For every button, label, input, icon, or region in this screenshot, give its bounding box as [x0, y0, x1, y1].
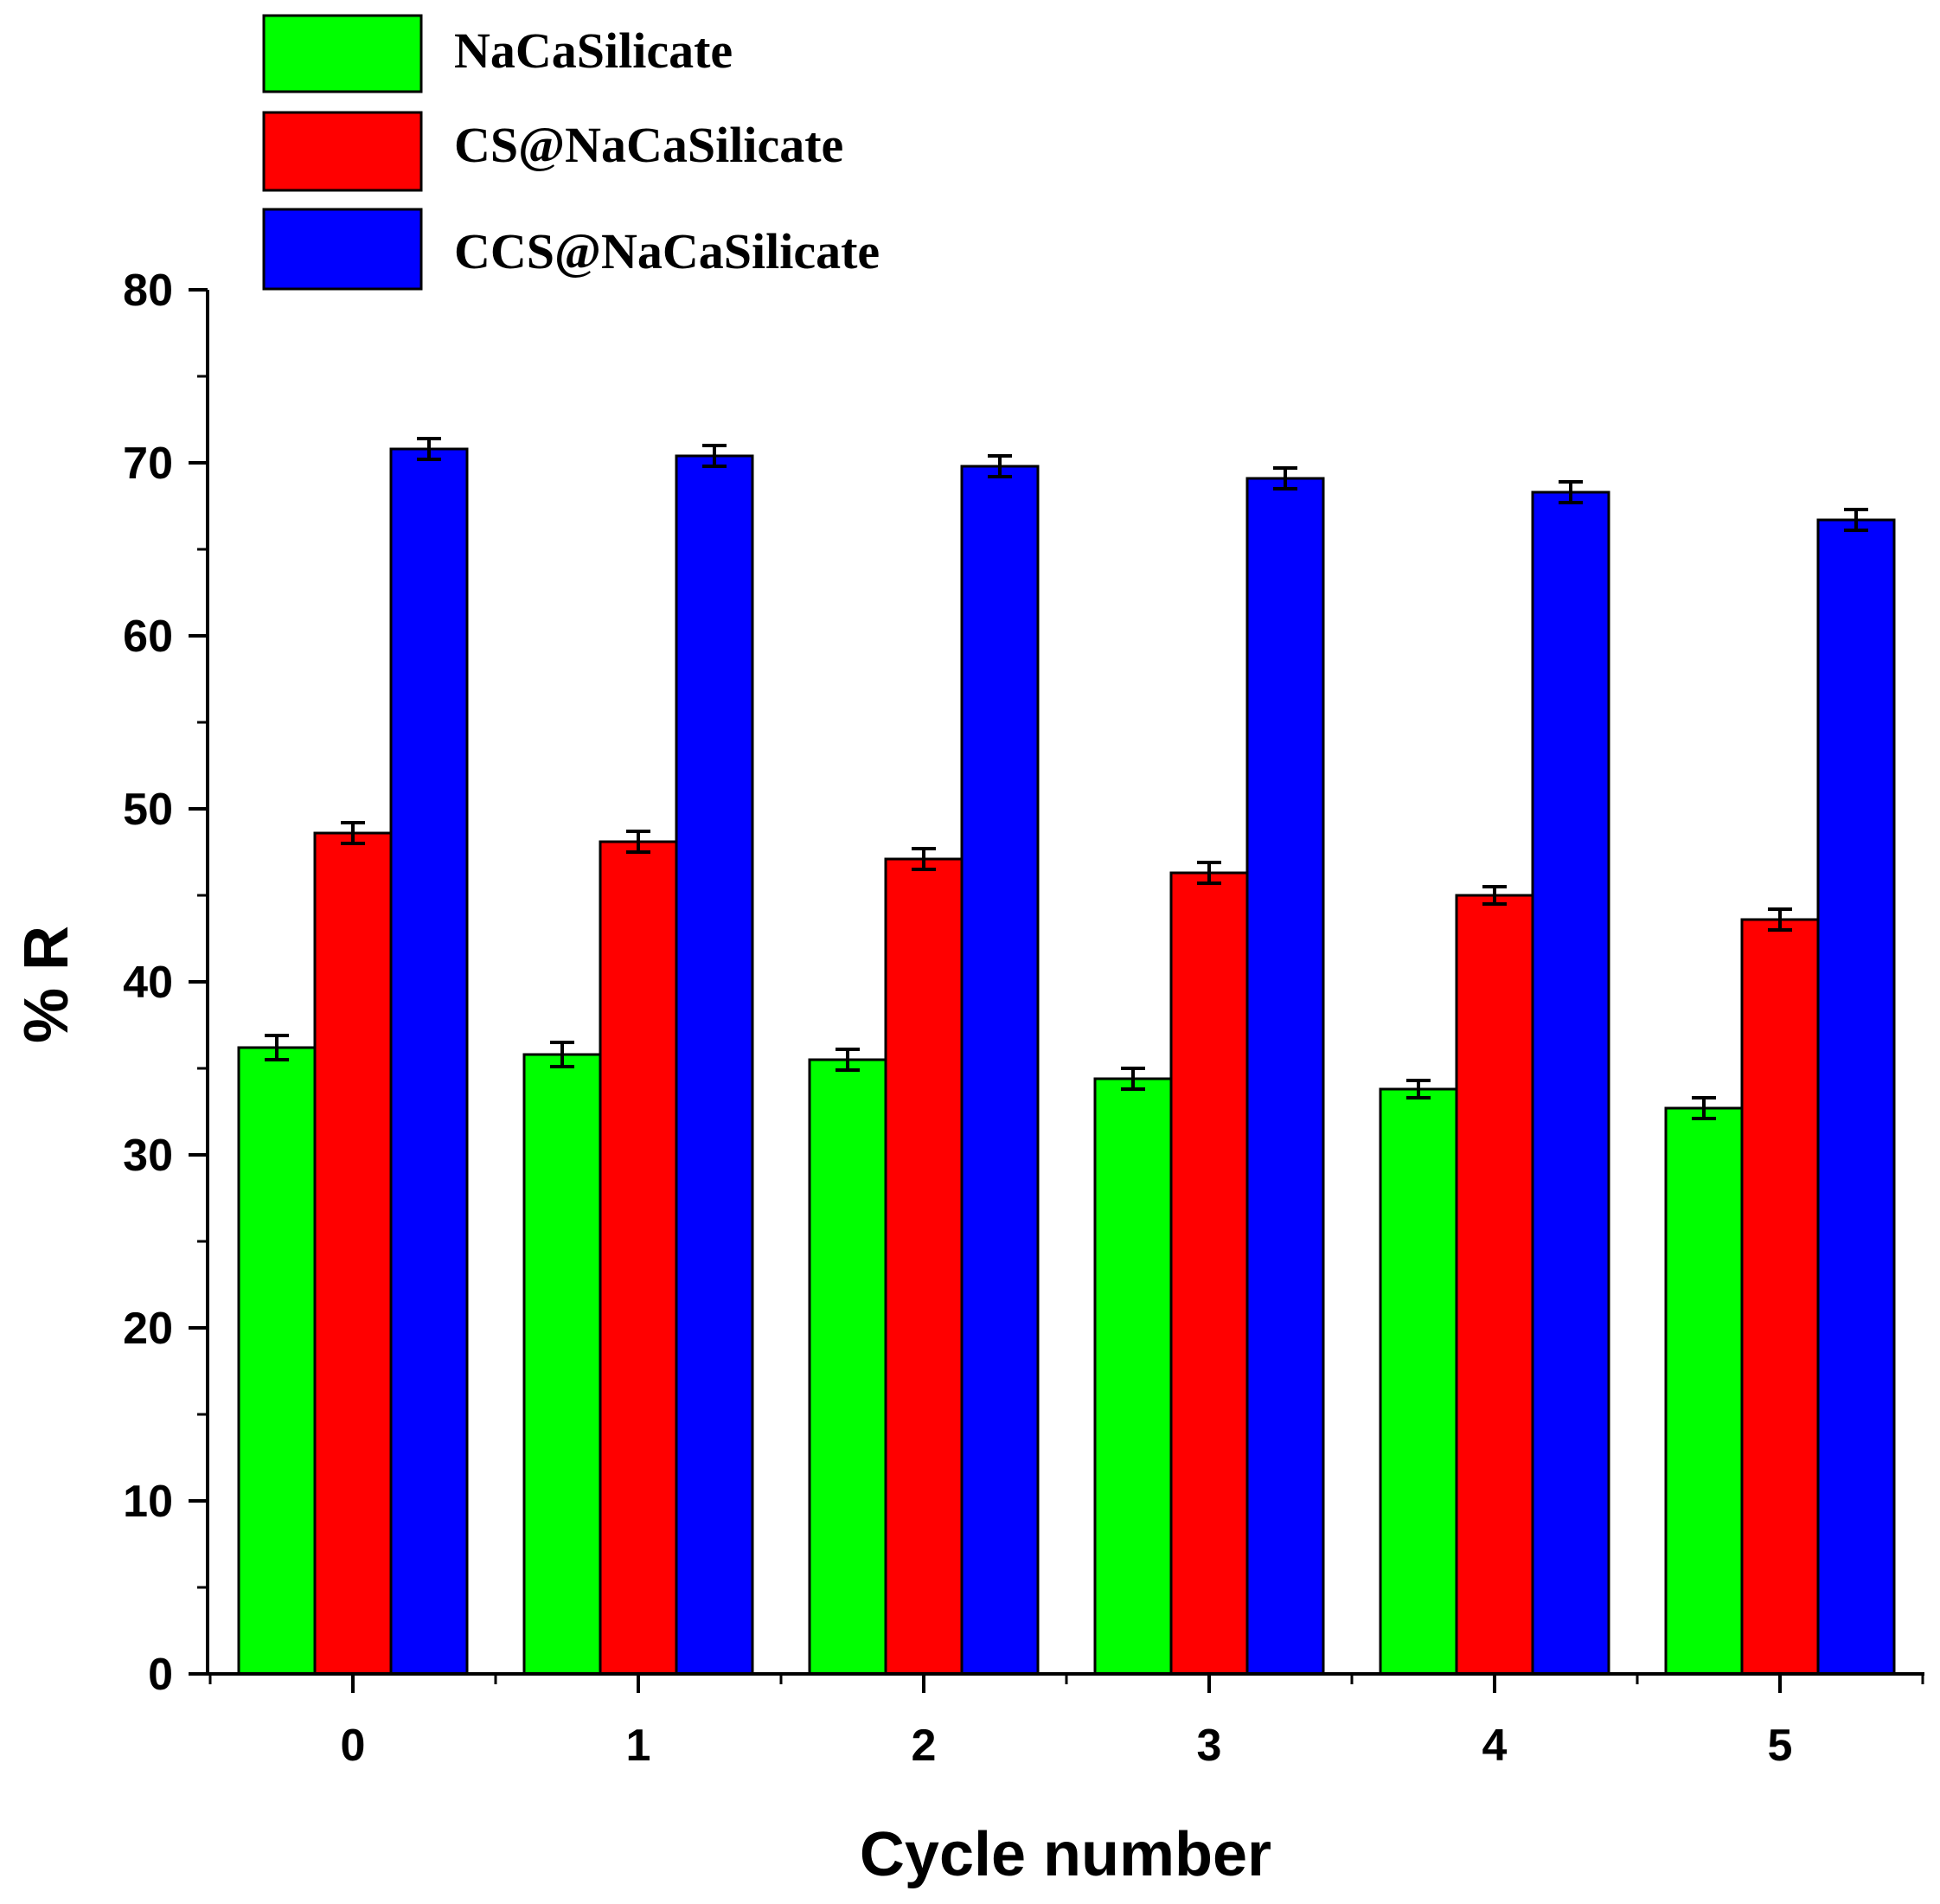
error-bar	[1692, 1096, 1716, 1120]
bar-ccs-nacasilicate-cycle-2	[960, 465, 1040, 1676]
legend-swatch-ccs-nacasilicate	[262, 208, 423, 291]
error-bar	[417, 437, 441, 461]
y-tick-label: 80	[123, 266, 173, 316]
bar-nacasilicate-cycle-1	[522, 1053, 602, 1676]
bar-nacasilicate-cycle-3	[1093, 1077, 1173, 1676]
legend: NaCaSilicate CS@NaCaSilicate CCS@NaCaSilic…	[262, 14, 880, 291]
error-bar	[1482, 885, 1507, 906]
x-tick-label: 3	[1197, 1721, 1222, 1771]
bar-cs-nacasilicate-cycle-5	[1740, 918, 1820, 1676]
bar-ccs-nacasilicate-cycle-0	[389, 447, 469, 1676]
y-tick-label: 50	[123, 785, 173, 835]
error-bar	[626, 830, 650, 854]
x-tick-label: 1	[626, 1721, 651, 1771]
x-axis-title: Cycle number	[860, 1820, 1271, 1889]
error-bar	[836, 1048, 860, 1072]
bar-ccs-nacasilicate-cycle-3	[1245, 477, 1325, 1676]
error-bar	[1273, 466, 1297, 490]
legend-label-nacasilicate: NaCaSilicate	[454, 22, 733, 79]
legend-label-ccs-nacasilicate: CCS@NaCaSilicate	[454, 223, 880, 279]
legend-swatch-nacasilicate	[262, 14, 423, 93]
legend-swatch-cs-nacasilicate	[262, 111, 423, 192]
error-bar	[1197, 861, 1221, 885]
bar-ccs-nacasilicate-cycle-1	[675, 454, 754, 1676]
bar-cs-nacasilicate-cycle-2	[884, 857, 964, 1676]
bar-ccs-nacasilicate-cycle-5	[1816, 518, 1896, 1676]
error-bar	[265, 1034, 289, 1061]
bar-nacasilicate-cycle-5	[1664, 1106, 1744, 1676]
error-bar	[702, 444, 727, 468]
error-bar	[988, 454, 1012, 478]
error-bar	[1559, 480, 1583, 504]
y-axis-title: % R	[12, 926, 81, 1043]
bar-nacasilicate-cycle-0	[237, 1046, 317, 1676]
legend-label-cs-nacasilicate: CS@NaCaSilicate	[454, 117, 843, 173]
y-tick-label: 0	[148, 1650, 173, 1700]
y-tick-label: 40	[123, 958, 173, 1008]
bar-nacasilicate-cycle-4	[1379, 1087, 1458, 1676]
error-bar	[912, 847, 936, 871]
y-tick-label: 20	[123, 1304, 173, 1354]
x-tick-label: 2	[912, 1721, 937, 1771]
y-tick-label: 30	[123, 1131, 173, 1181]
x-tick-label: 0	[341, 1721, 366, 1771]
error-bar	[1121, 1067, 1145, 1091]
bar-nacasilicate-cycle-2	[808, 1058, 887, 1676]
bar-cs-nacasilicate-cycle-1	[599, 840, 678, 1676]
bar-cs-nacasilicate-cycle-4	[1455, 894, 1534, 1676]
error-bar	[341, 821, 365, 845]
y-tick-label: 70	[123, 439, 173, 489]
y-tick-label: 60	[123, 612, 173, 662]
bar-cs-nacasilicate-cycle-0	[313, 831, 393, 1676]
x-tick-label: 4	[1482, 1721, 1508, 1771]
x-tick-label: 5	[1768, 1721, 1793, 1771]
bar-ccs-nacasilicate-cycle-4	[1531, 490, 1610, 1676]
error-bar	[1406, 1079, 1431, 1099]
error-bar	[550, 1041, 574, 1068]
bar-cs-nacasilicate-cycle-3	[1169, 871, 1249, 1676]
y-tick-label: 10	[123, 1477, 173, 1527]
bars-layer	[237, 437, 1896, 1676]
error-bar	[1768, 907, 1792, 932]
axes-layer: 0 10 20 30 40 50 60 70 80 0 1 2 3 4 5	[123, 266, 1924, 1771]
error-bar	[1844, 508, 1868, 532]
